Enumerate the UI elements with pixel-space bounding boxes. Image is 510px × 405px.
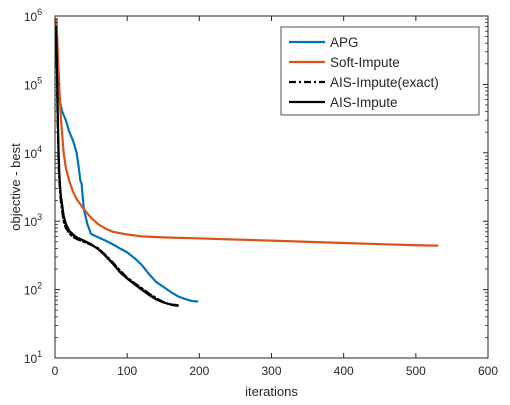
x-axis-ticks: 0 100 200 300 400 500 600	[52, 16, 498, 378]
legend: APG Soft-Impute AIS-Impute(exact) AIS-Imput…	[280, 26, 480, 116]
x-axis-label: iterations	[245, 384, 298, 399]
x-tick-label: 0	[52, 364, 59, 378]
series-line-ais-impute	[55, 25, 179, 307]
x-tick-label: 600	[478, 364, 498, 378]
legend-label: APG	[330, 35, 359, 50]
series-line-soft-impute	[55, 18, 439, 247]
y-axis-label: objective - best	[8, 143, 23, 231]
x-tick-label: 100	[117, 364, 137, 378]
x-tick-label: 500	[406, 364, 426, 378]
y-tick-label: 101	[24, 349, 42, 366]
x-tick-label: 400	[334, 364, 354, 378]
y-tick-label: 102	[24, 281, 42, 298]
legend-label: Soft-Impute	[330, 55, 400, 70]
legend-label: AIS-Impute	[330, 95, 398, 110]
y-axis-ticks: 101 102 103 104 105 106	[24, 7, 488, 366]
legend-label: AIS-Impute(exact)	[330, 75, 439, 90]
series-line-apg	[55, 21, 199, 303]
y-tick-label: 106	[24, 7, 42, 24]
series-layer	[55, 18, 439, 307]
x-tick-label: 300	[261, 364, 281, 378]
x-tick-label: 200	[189, 364, 209, 378]
y-tick-label: 104	[24, 144, 42, 161]
y-tick-label: 105	[24, 75, 42, 92]
y-tick-label: 103	[24, 212, 42, 229]
